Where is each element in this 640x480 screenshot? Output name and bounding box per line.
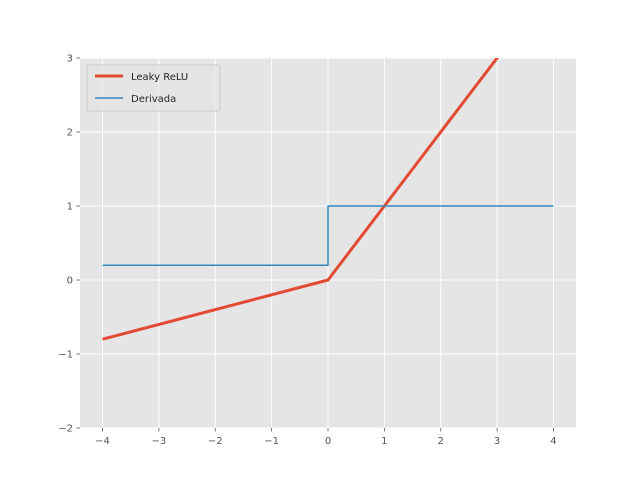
x-tick-label: −2 bbox=[208, 436, 223, 447]
y-tick-label: 1 bbox=[67, 202, 73, 213]
x-tick-label: 1 bbox=[381, 436, 387, 447]
series-line-0 bbox=[102, 58, 499, 341]
y-tick-label: −1 bbox=[58, 350, 73, 361]
x-tick-label: −3 bbox=[152, 436, 167, 447]
legend: Leaky ReLU Derivada bbox=[86, 64, 221, 112]
y-tick-label: −2 bbox=[58, 424, 73, 435]
x-tick-label: 2 bbox=[438, 436, 444, 447]
y-axis: −2 −1 0 1 2 3 bbox=[58, 54, 80, 435]
legend-label-1: Derivada bbox=[131, 94, 176, 105]
series-layer bbox=[102, 58, 554, 341]
x-tick-label: −1 bbox=[264, 436, 279, 447]
y-tick-label: 0 bbox=[67, 276, 73, 287]
x-tick-label: −4 bbox=[95, 436, 110, 447]
x-tick-label: 0 bbox=[325, 436, 331, 447]
series-line-1 bbox=[102, 205, 554, 266]
x-tick-label: 3 bbox=[494, 436, 500, 447]
y-tick-label: 3 bbox=[67, 54, 73, 65]
y-tick-label: 2 bbox=[67, 128, 73, 139]
x-tick-label: 4 bbox=[550, 436, 556, 447]
x-axis: −4 −3 −2 −1 0 1 2 3 4 bbox=[95, 428, 557, 447]
legend-label-0: Leaky ReLU bbox=[131, 72, 188, 83]
